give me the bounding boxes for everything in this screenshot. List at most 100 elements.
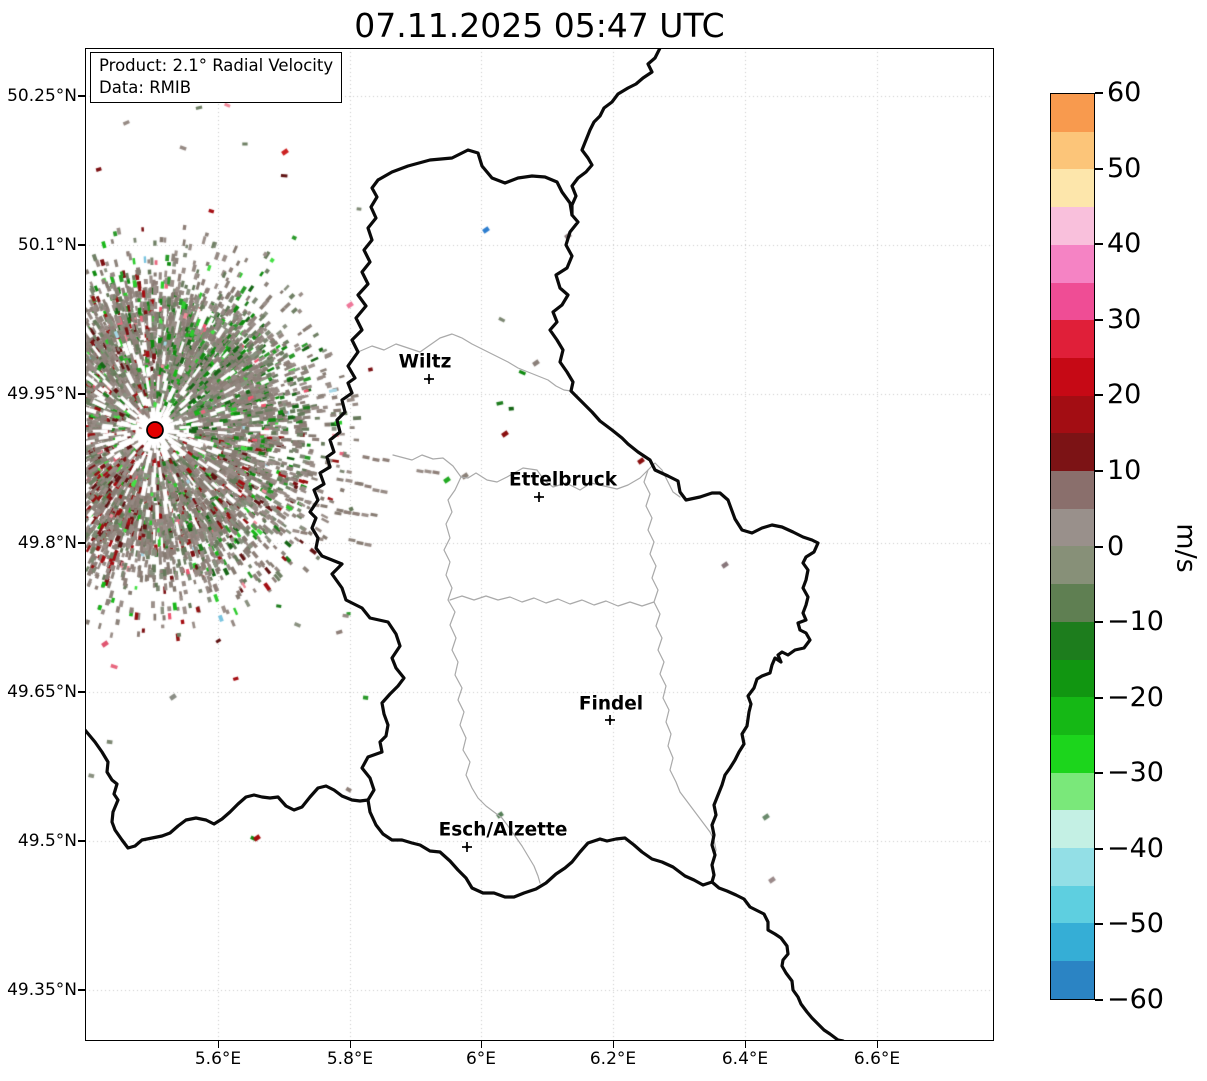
colorbar-band: [1051, 584, 1094, 622]
product-info-box: Product: 2.1° Radial Velocity Data: RMIB: [90, 52, 343, 103]
radar-scatter-canvas: [85, 48, 994, 1041]
colorbar-tick-label: −10: [1107, 605, 1164, 637]
colorbar-band: [1051, 923, 1094, 962]
city-label-findel: Findel: [578, 693, 644, 715]
colorbar-tick-mark: [1095, 545, 1103, 548]
colorbar-tick-mark: [1095, 696, 1103, 699]
colorbar-tick-mark: [1095, 847, 1103, 850]
colorbar-band: [1051, 546, 1094, 585]
colorbar-tick-mark: [1095, 92, 1103, 94]
x-tick-label: 6.6°E: [853, 1049, 901, 1069]
belgium-germany-border-path: [570, 48, 662, 217]
germany-france-border-path: [710, 880, 845, 1041]
x-tick-label: 6.4°E: [721, 1049, 769, 1069]
y-tick-mark: [78, 691, 85, 693]
canton-border-path-2: [443, 476, 541, 884]
colorbar-band: [1051, 885, 1094, 924]
y-tick-mark: [78, 840, 85, 842]
x-tick-mark: [876, 1041, 879, 1048]
x-tick-mark: [217, 1041, 220, 1048]
colorbar-tick-label: 10: [1107, 454, 1142, 486]
product-info-line1: Product: 2.1° Radial Velocity: [99, 56, 334, 75]
x-tick-mark: [612, 1041, 615, 1048]
colorbar-band: [1051, 320, 1094, 358]
colorbar-tick-label: −40: [1107, 832, 1164, 864]
colorbar-band: [1051, 734, 1094, 773]
colorbar-tick-label: −30: [1107, 757, 1164, 789]
colorbar-band: [1051, 848, 1094, 886]
luxembourg-border-path: [308, 148, 820, 899]
x-tick-mark: [349, 1041, 352, 1048]
colorbar-unit-label: m/s: [1170, 523, 1202, 573]
figure-title: 07.11.2025 05:47 UTC: [354, 6, 725, 45]
colorbar-tick-label: 0: [1107, 530, 1125, 562]
colorbar-band: [1051, 697, 1094, 735]
city-marker-icon: [462, 842, 472, 852]
colorbar-tick-mark: [1095, 999, 1103, 1001]
colorbar-tick-label: 20: [1107, 379, 1142, 411]
city-label-esch-alzette: Esch/Alzette: [438, 819, 568, 841]
y-tick-label: 50.25°N: [7, 86, 77, 106]
y-tick-label: 49.35°N: [7, 980, 77, 1000]
x-tick-mark: [480, 1041, 483, 1048]
y-tick-label: 49.8°N: [17, 533, 77, 553]
colorbar-band: [1051, 810, 1094, 849]
y-tick-label: 49.5°N: [17, 831, 77, 851]
colorbar-band: [1051, 433, 1094, 472]
colorbar-tick-mark: [1095, 923, 1103, 926]
colorbar-band: [1051, 961, 1094, 999]
colorbar-tick-label: −50: [1107, 908, 1164, 940]
map-borders-svg: [85, 48, 845, 1041]
colorbar-band: [1051, 131, 1094, 170]
colorbar-band: [1051, 357, 1094, 396]
city-marker-icon: [605, 715, 615, 725]
colorbar-tick-label: 50: [1107, 152, 1142, 184]
city-marker-icon: [534, 492, 544, 502]
colorbar-tick-mark: [1095, 772, 1103, 775]
y-tick-mark: [78, 393, 85, 395]
canton-border-path-1: [392, 454, 681, 498]
colorbar-band: [1051, 94, 1094, 132]
x-tick-label: 5.6°E: [194, 1049, 242, 1069]
canton-border-path-0: [357, 333, 572, 392]
x-tick-mark: [744, 1041, 747, 1048]
y-tick-label: 50.1°N: [17, 235, 77, 255]
canton-border-path-3: [643, 469, 717, 859]
y-tick-mark: [78, 95, 85, 97]
colorbar-tick-mark: [1095, 394, 1103, 397]
colorbar-tick-label: 30: [1107, 303, 1142, 335]
y-tick-mark: [78, 989, 85, 991]
colorbar-band: [1051, 471, 1094, 509]
x-tick-label: 5.8°E: [326, 1049, 374, 1069]
colorbar-tick-mark: [1095, 621, 1103, 624]
y-tick-mark: [78, 244, 85, 246]
canton-border-path-4: [449, 595, 655, 607]
product-info-line2: Data: RMIB: [99, 78, 192, 97]
colorbar-band: [1051, 169, 1094, 208]
colorbar-band: [1051, 282, 1094, 321]
colorbar-tick-label: 60: [1107, 76, 1142, 108]
city-marker-icon: [424, 374, 434, 384]
colorbar-tick-mark: [1095, 469, 1103, 472]
x-tick-label: 6.2°E: [589, 1049, 637, 1069]
colorbar-tick-mark: [1095, 243, 1103, 246]
colorbar-tick-label: −60: [1107, 983, 1164, 1015]
france-belgium-border-path: [85, 728, 370, 850]
colorbar-tick-mark: [1095, 167, 1103, 170]
y-tick-label: 49.95°N: [7, 384, 77, 404]
y-tick-label: 49.65°N: [7, 682, 77, 702]
colorbar-band: [1051, 621, 1094, 660]
city-label-wiltz: Wiltz: [398, 351, 452, 373]
colorbar-band: [1051, 508, 1094, 547]
radar-site-dot: [146, 421, 164, 439]
colorbar-band: [1051, 207, 1094, 245]
colorbar-tick-mark: [1095, 318, 1103, 321]
colorbar-band: [1051, 659, 1094, 698]
colorbar-band: [1051, 244, 1094, 283]
colorbar-tick-label: 40: [1107, 228, 1142, 260]
colorbar-band: [1051, 395, 1094, 434]
city-label-ettelbruck: Ettelbruck: [508, 469, 618, 491]
x-tick-label: 6°E: [465, 1049, 497, 1069]
colorbar-tick-label: −20: [1107, 681, 1164, 713]
